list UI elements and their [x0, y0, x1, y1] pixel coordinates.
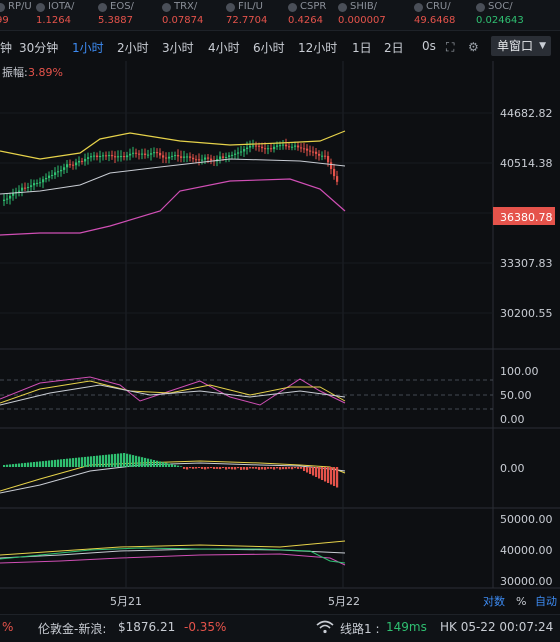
log-scale-button[interactable]: 对数: [483, 594, 505, 608]
axis-label: 30000.00: [500, 575, 553, 588]
axis-label: 50000.00: [500, 513, 553, 526]
ticker-price: 0.4264: [288, 15, 323, 26]
coin-icon: [288, 3, 297, 12]
amplitude-label: 振幅:: [2, 65, 28, 79]
index-name: 伦敦金-新浪:: [38, 622, 107, 636]
ticker-item[interactable]: SOC/0.024643: [474, 0, 542, 30]
timeframe-toolbar: 钟 30分钟 1小时 2小时 3小时 4小时 6小时 12小时 1日 2日 0s…: [0, 31, 560, 61]
axis-label: 0.00: [500, 462, 525, 475]
chevron-down-icon: ▼: [539, 41, 546, 51]
axis-label: 44682.82: [500, 107, 553, 120]
ticker-price: 5.3887: [98, 15, 133, 26]
tab-timeframe-1h[interactable]: 1小时: [72, 41, 104, 55]
fullscreen-icon[interactable]: ⛶: [446, 40, 455, 54]
ticker-symbol: SHIB/: [350, 1, 378, 12]
tab-timeframe-6h[interactable]: 6小时: [253, 41, 285, 55]
settings-icon[interactable]: ⚙: [468, 40, 479, 54]
tab-timeframe-12h[interactable]: 12小时: [298, 41, 338, 55]
axis-label: 33307.83: [500, 257, 553, 270]
axis-label: 40514.38: [500, 157, 553, 170]
index-price: $1876.21: [118, 620, 176, 634]
ticker-item[interactable]: FIL/U 72.7704: [224, 0, 292, 30]
wifi-icon: [316, 620, 334, 637]
coin-icon: [98, 3, 107, 12]
axis-label: 30200.55: [500, 307, 553, 320]
ticker-price: 0.07874: [162, 15, 204, 26]
current-price: 36380.78: [500, 211, 553, 224]
date-label-1: 5月22: [328, 595, 360, 608]
latency: 149ms: [386, 620, 427, 634]
kline-chart[interactable]: 44682.82 40514.38 33307.83 30200.55 100.00 50…: [0, 61, 560, 614]
auto-scale-button[interactable]: 自动: [535, 595, 557, 608]
ticker-price: 0.024643: [476, 15, 524, 26]
ticker-item[interactable]: RP/U 99: [0, 0, 62, 30]
tab-timeframe-2d[interactable]: 2日: [384, 41, 404, 55]
ticker-symbol: SOC/: [488, 1, 513, 12]
tab-timeframe-2h[interactable]: 2小时: [117, 41, 149, 55]
ticker-price: 99: [0, 15, 9, 26]
footer-pct: %: [2, 620, 14, 634]
tab-timeframe-0[interactable]: 钟: [0, 41, 13, 55]
coin-icon: [162, 3, 171, 12]
ticker-price: 49.6468: [414, 15, 456, 26]
coin-icon: [0, 3, 5, 12]
status-footer: % 伦敦金-新浪: $1876.21 -0.35% 线路1 : 149ms HK…: [0, 614, 560, 642]
chart-grid: [0, 61, 560, 589]
seconds-toggle[interactable]: 0s: [422, 39, 436, 53]
tab-timeframe-3h[interactable]: 3小时: [162, 41, 194, 55]
coin-icon: [338, 3, 347, 12]
index-change: -0.35%: [184, 620, 227, 634]
ticker-symbol: CSPR: [300, 1, 327, 12]
ticker-bar: RP/U99IOTA/1.1264EOS/5.3887TRX/0.07874FI…: [0, 0, 560, 31]
percent-scale-button[interactable]: %: [516, 595, 526, 608]
ticker-item[interactable]: TRX/0.07874: [160, 0, 228, 30]
date-label-0: 5月21: [110, 595, 142, 608]
ticker-item[interactable]: IOTA/1.1264: [34, 0, 102, 30]
axis-label: 100.00: [500, 365, 539, 378]
ticker-symbol: EOS/: [110, 1, 134, 12]
ticker-symbol: IOTA/: [48, 1, 75, 12]
ticker-item[interactable]: EOS/5.3887: [96, 0, 164, 30]
timestamp: HK 05-22 00:07:24: [440, 620, 554, 634]
window-mode-label: 单窗口: [497, 39, 534, 53]
ticker-item[interactable]: SHIB/0.000007: [336, 0, 404, 30]
tab-timeframe-30m[interactable]: 30分钟: [19, 41, 59, 55]
ticker-price: 72.7704: [226, 15, 268, 26]
candlestick-series: [3, 138, 339, 206]
line-label: 线路1 :: [340, 622, 380, 636]
ticker-item[interactable]: CSPR 0.4264: [286, 0, 354, 30]
window-mode-dropdown[interactable]: 单窗口 ▼: [491, 36, 551, 56]
ticker-price: 1.1264: [36, 15, 71, 26]
axis-label: 40000.00: [500, 544, 553, 557]
ticker-symbol: FIL/U: [238, 1, 263, 12]
coin-icon: [226, 3, 235, 12]
ticker-item[interactable]: CRU/49.6468: [412, 0, 480, 30]
axis-label: 0.00: [500, 413, 525, 426]
ticker-symbol: RP/U: [8, 1, 32, 12]
tab-timeframe-4h[interactable]: 4小时: [208, 41, 240, 55]
ticker-symbol: TRX/: [174, 1, 198, 12]
ticker-symbol: CRU/: [426, 1, 451, 12]
macd-histogram: [3, 453, 339, 488]
coin-icon: [476, 3, 485, 12]
coin-icon: [36, 3, 45, 12]
coin-icon: [414, 3, 423, 12]
current-price-tag: [493, 207, 555, 225]
tab-timeframe-1d[interactable]: 1日: [352, 41, 372, 55]
indicator-overlays: [0, 130, 346, 566]
price-axis: 44682.82 40514.38 33307.83 30200.55 100.00 50…: [500, 107, 553, 588]
ticker-price: 0.000007: [338, 15, 386, 26]
amplitude-value: 3.89%: [28, 66, 63, 79]
axis-label: 50.00: [500, 389, 532, 402]
